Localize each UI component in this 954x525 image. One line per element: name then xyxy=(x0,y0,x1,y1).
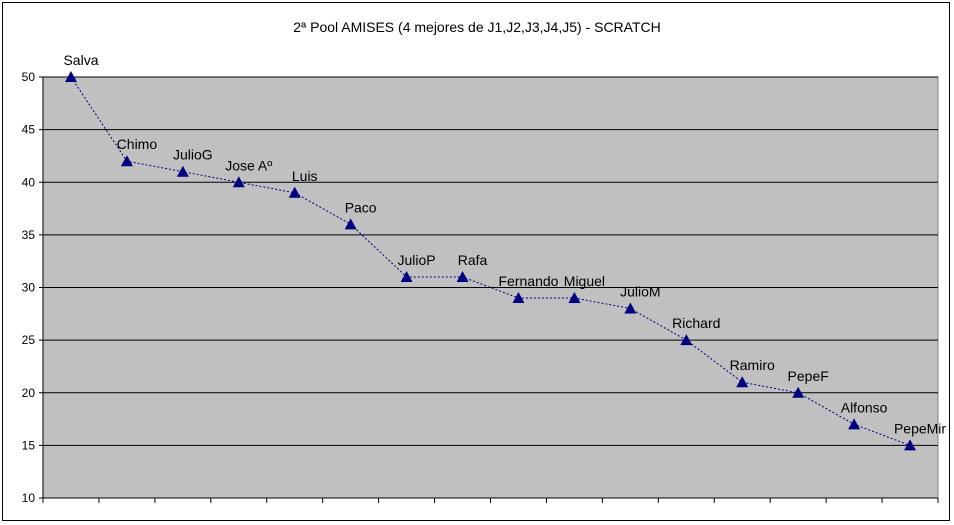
data-point-label: Rafa xyxy=(458,252,488,268)
data-point-label: Luis xyxy=(292,168,318,184)
y-tick-label: 35 xyxy=(22,228,36,242)
data-point-marker xyxy=(512,292,525,304)
data-point-marker xyxy=(680,334,693,346)
y-tick-label: 40 xyxy=(22,175,36,189)
data-point-label: JulioG xyxy=(173,147,213,163)
data-point-label: Jose Aº xyxy=(225,157,272,173)
data-point-marker xyxy=(288,186,301,198)
data-point-marker xyxy=(568,292,581,304)
data-point-label: Salva xyxy=(63,52,98,68)
y-axis-ticks: 10 15 20 25 30 35 40 45 50 xyxy=(22,70,43,505)
y-tick-label: 30 xyxy=(22,281,36,295)
y-tick-label: 25 xyxy=(22,333,36,347)
y-tick-label: 20 xyxy=(22,386,36,400)
y-tick-label: 10 xyxy=(22,491,36,505)
data-point-label: Fernando xyxy=(499,273,559,289)
data-point-marker xyxy=(64,71,77,82)
y-tick-label: 50 xyxy=(22,70,36,84)
data-point-marker xyxy=(792,386,805,398)
series-markers xyxy=(64,71,917,451)
x-axis-ticks xyxy=(42,498,939,503)
data-point-label: Paco xyxy=(345,199,377,215)
data-point-marker xyxy=(736,376,749,388)
data-point-marker xyxy=(232,176,245,188)
data-point-label: Miguel xyxy=(564,273,605,289)
data-point-marker xyxy=(848,418,861,430)
data-point-marker xyxy=(904,439,917,451)
series-line xyxy=(70,76,911,446)
data-point-marker xyxy=(624,302,637,314)
chart-title: 2ª Pool AMISES (4 mejores de J1,J2,J3,J4… xyxy=(293,19,661,35)
data-point-label: JulioM xyxy=(620,284,660,300)
data-labels: Salva Chimo JulioG Jose Aº Luis Paco JulioP Raf… xyxy=(63,52,946,436)
data-point-label: PepeF xyxy=(788,368,829,384)
data-point-marker xyxy=(400,270,413,282)
data-point-label: Richard xyxy=(672,315,720,331)
data-point-label: JulioP xyxy=(398,252,436,268)
data-point-marker xyxy=(456,270,469,282)
y-tick-label: 45 xyxy=(22,123,36,137)
data-point-label: PepeMir xyxy=(894,420,946,436)
data-point-label: Chimo xyxy=(117,136,158,152)
gridlines xyxy=(43,76,938,446)
data-point-label: Alfonso xyxy=(841,399,888,415)
data-point-marker xyxy=(176,165,189,177)
data-point-label: Ramiro xyxy=(730,357,775,373)
y-tick-label: 15 xyxy=(22,438,36,452)
data-point-marker xyxy=(120,155,133,167)
data-point-marker xyxy=(344,218,357,230)
